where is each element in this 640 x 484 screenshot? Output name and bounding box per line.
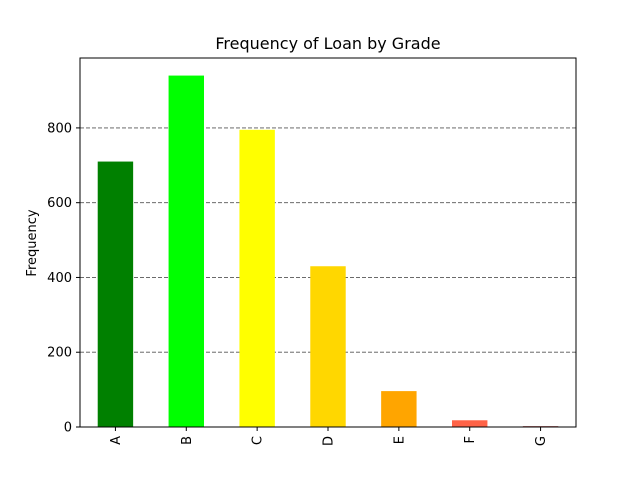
x-tick-label: C: [251, 436, 266, 445]
bar-d: [310, 266, 346, 427]
x-tick-label: E: [392, 436, 407, 444]
y-tick-label: 800: [47, 121, 72, 136]
y-tick-label: 0: [64, 421, 72, 436]
bar-c: [239, 129, 275, 427]
bar-f: [452, 420, 488, 427]
y-axis-label: Frequency: [25, 209, 40, 276]
bars: [97, 75, 559, 428]
y-tick-label: 600: [47, 196, 72, 211]
chart-title: Frequency of Loan by Grade: [215, 34, 440, 53]
x-tick-label: B: [180, 436, 195, 445]
y-tick-label: 200: [47, 346, 72, 361]
bar-b: [168, 75, 204, 428]
x-tick-label: F: [463, 436, 478, 443]
x-tick-label: D: [322, 436, 337, 446]
x-tick-label: A: [109, 436, 124, 445]
y-tick-label: 400: [47, 271, 72, 286]
bar-a: [97, 161, 134, 427]
bar-e: [381, 391, 417, 427]
x-axis: A B C D E F G: [109, 427, 549, 446]
y-axis: 0 200 400 600 800: [47, 121, 80, 436]
x-tick-label: G: [534, 436, 549, 446]
